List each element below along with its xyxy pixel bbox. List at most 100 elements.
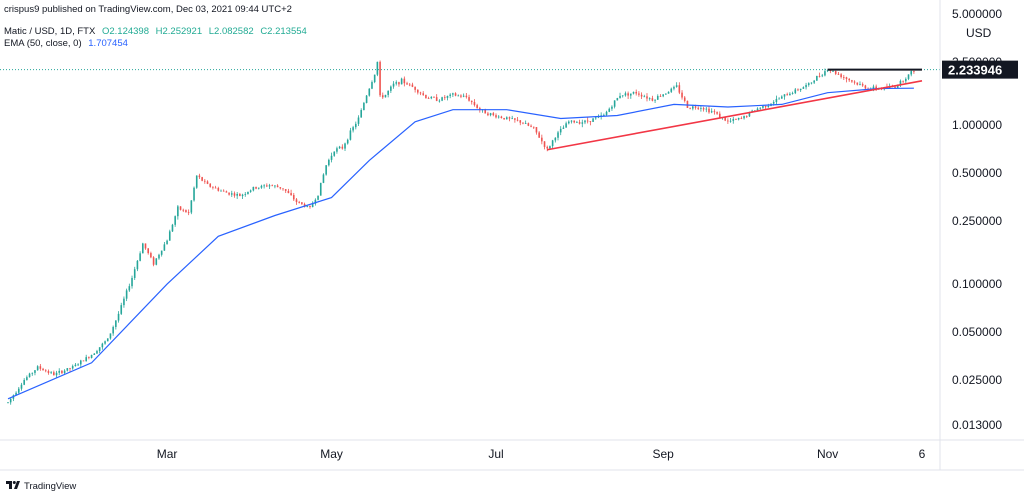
candle-body (225, 191, 228, 193)
candle-body (160, 250, 163, 255)
candle-body (314, 199, 317, 204)
plot-area[interactable] (0, 60, 940, 405)
candle-body (422, 93, 425, 95)
candle-body (549, 146, 551, 149)
candle-body (198, 175, 201, 178)
candle-body (446, 95, 449, 98)
candle-body (360, 110, 363, 118)
candle-body (853, 81, 856, 83)
candle-body (427, 98, 430, 99)
candle-body (128, 286, 131, 291)
ema-label[interactable]: EMA (50, close, 0) (4, 38, 82, 49)
ema-line[interactable] (7, 87, 914, 400)
candle-body (737, 117, 740, 120)
candle-body (419, 92, 422, 94)
candle-body (616, 98, 619, 101)
candle-body (430, 96, 433, 99)
candle-body (133, 269, 136, 278)
candle-body (279, 187, 282, 189)
candle-body (325, 165, 327, 175)
candle-body (7, 402, 9, 404)
candle-body (797, 89, 799, 91)
candle-body (201, 177, 203, 181)
candle-body (772, 102, 775, 104)
candle-body (449, 94, 451, 96)
candle-body (487, 113, 489, 116)
symbol-label[interactable]: Matic / USD, 1D, FTX (4, 26, 96, 37)
candle-body (109, 333, 112, 339)
candle-body (848, 78, 851, 81)
candle-body (670, 88, 673, 92)
candle-body (894, 86, 896, 88)
publisher-line: crispus9 published on TradingView.com, D… (4, 4, 296, 15)
candle-body (913, 71, 915, 72)
candle-body (492, 113, 495, 116)
candle-body (818, 75, 821, 77)
candle-body (764, 105, 767, 108)
candle-body (621, 95, 624, 97)
candle-body (538, 132, 540, 138)
time-axis[interactable]: Mar May Jul Sep Nov 6 (0, 439, 1024, 471)
candle-body (759, 107, 762, 109)
candle-body (379, 61, 381, 96)
candle-body (473, 102, 476, 106)
candle-body (576, 122, 578, 123)
candle-body (206, 181, 209, 184)
candle-body (152, 257, 155, 265)
candle-body (608, 108, 611, 112)
candle-body (384, 94, 387, 98)
candle-body (28, 373, 31, 378)
high-value: H2.252921 (155, 26, 203, 37)
candle-body (44, 370, 47, 372)
candle-body (71, 366, 74, 369)
candle-body (700, 108, 702, 109)
candle-body (791, 93, 794, 94)
candle-body (271, 185, 274, 187)
candle-body (476, 105, 478, 109)
ema-legend[interactable]: EMA (50, close, 0) 1.707454 (4, 38, 132, 49)
candle-body (716, 112, 718, 114)
candle-body (244, 194, 247, 195)
candle-body (732, 118, 735, 121)
close-value: C2.213554 (260, 26, 307, 37)
candle-body (586, 120, 589, 122)
candle-body (503, 117, 505, 120)
candle-body (489, 113, 492, 116)
candle-body (209, 183, 212, 187)
candle-body (15, 392, 17, 396)
candle-body (662, 94, 664, 97)
candle-body (470, 100, 473, 103)
candle-body (665, 93, 667, 95)
candle-body (433, 96, 435, 98)
candle-body (851, 80, 853, 82)
candle-body (74, 364, 77, 367)
candle-body (551, 140, 554, 147)
candle-body (837, 73, 840, 75)
price-axis[interactable]: 5.0000002.5000001.0000000.5000000.250000… (939, 0, 1018, 470)
candle-body (697, 107, 700, 109)
candle-body (387, 90, 389, 95)
candle-body (36, 366, 39, 371)
candle-body (125, 290, 128, 299)
currency-label[interactable]: USD (966, 26, 992, 40)
candle-body (807, 83, 810, 85)
candle-body (344, 143, 346, 149)
ohlc-legend[interactable]: Matic / USD, 1D, FTX O2.124398 H2.252921… (4, 26, 311, 37)
candle-body (77, 364, 79, 366)
candle-body (834, 71, 837, 74)
y-tick-label: 0.100000 (952, 277, 1002, 291)
last-price-badge (942, 60, 1018, 79)
candle-body (123, 298, 125, 306)
candle-body (185, 210, 187, 213)
candle-body (826, 70, 829, 72)
candle-body (627, 93, 629, 96)
tradingview-brand[interactable]: TradingView (6, 480, 76, 493)
candle-body (268, 185, 271, 187)
support-trendline[interactable] (547, 80, 923, 151)
candle-body (408, 84, 411, 86)
candle-body (527, 123, 530, 126)
last-price-label: 2.233946 (948, 63, 1002, 78)
candle-body (516, 119, 519, 121)
candle-body (266, 185, 268, 187)
